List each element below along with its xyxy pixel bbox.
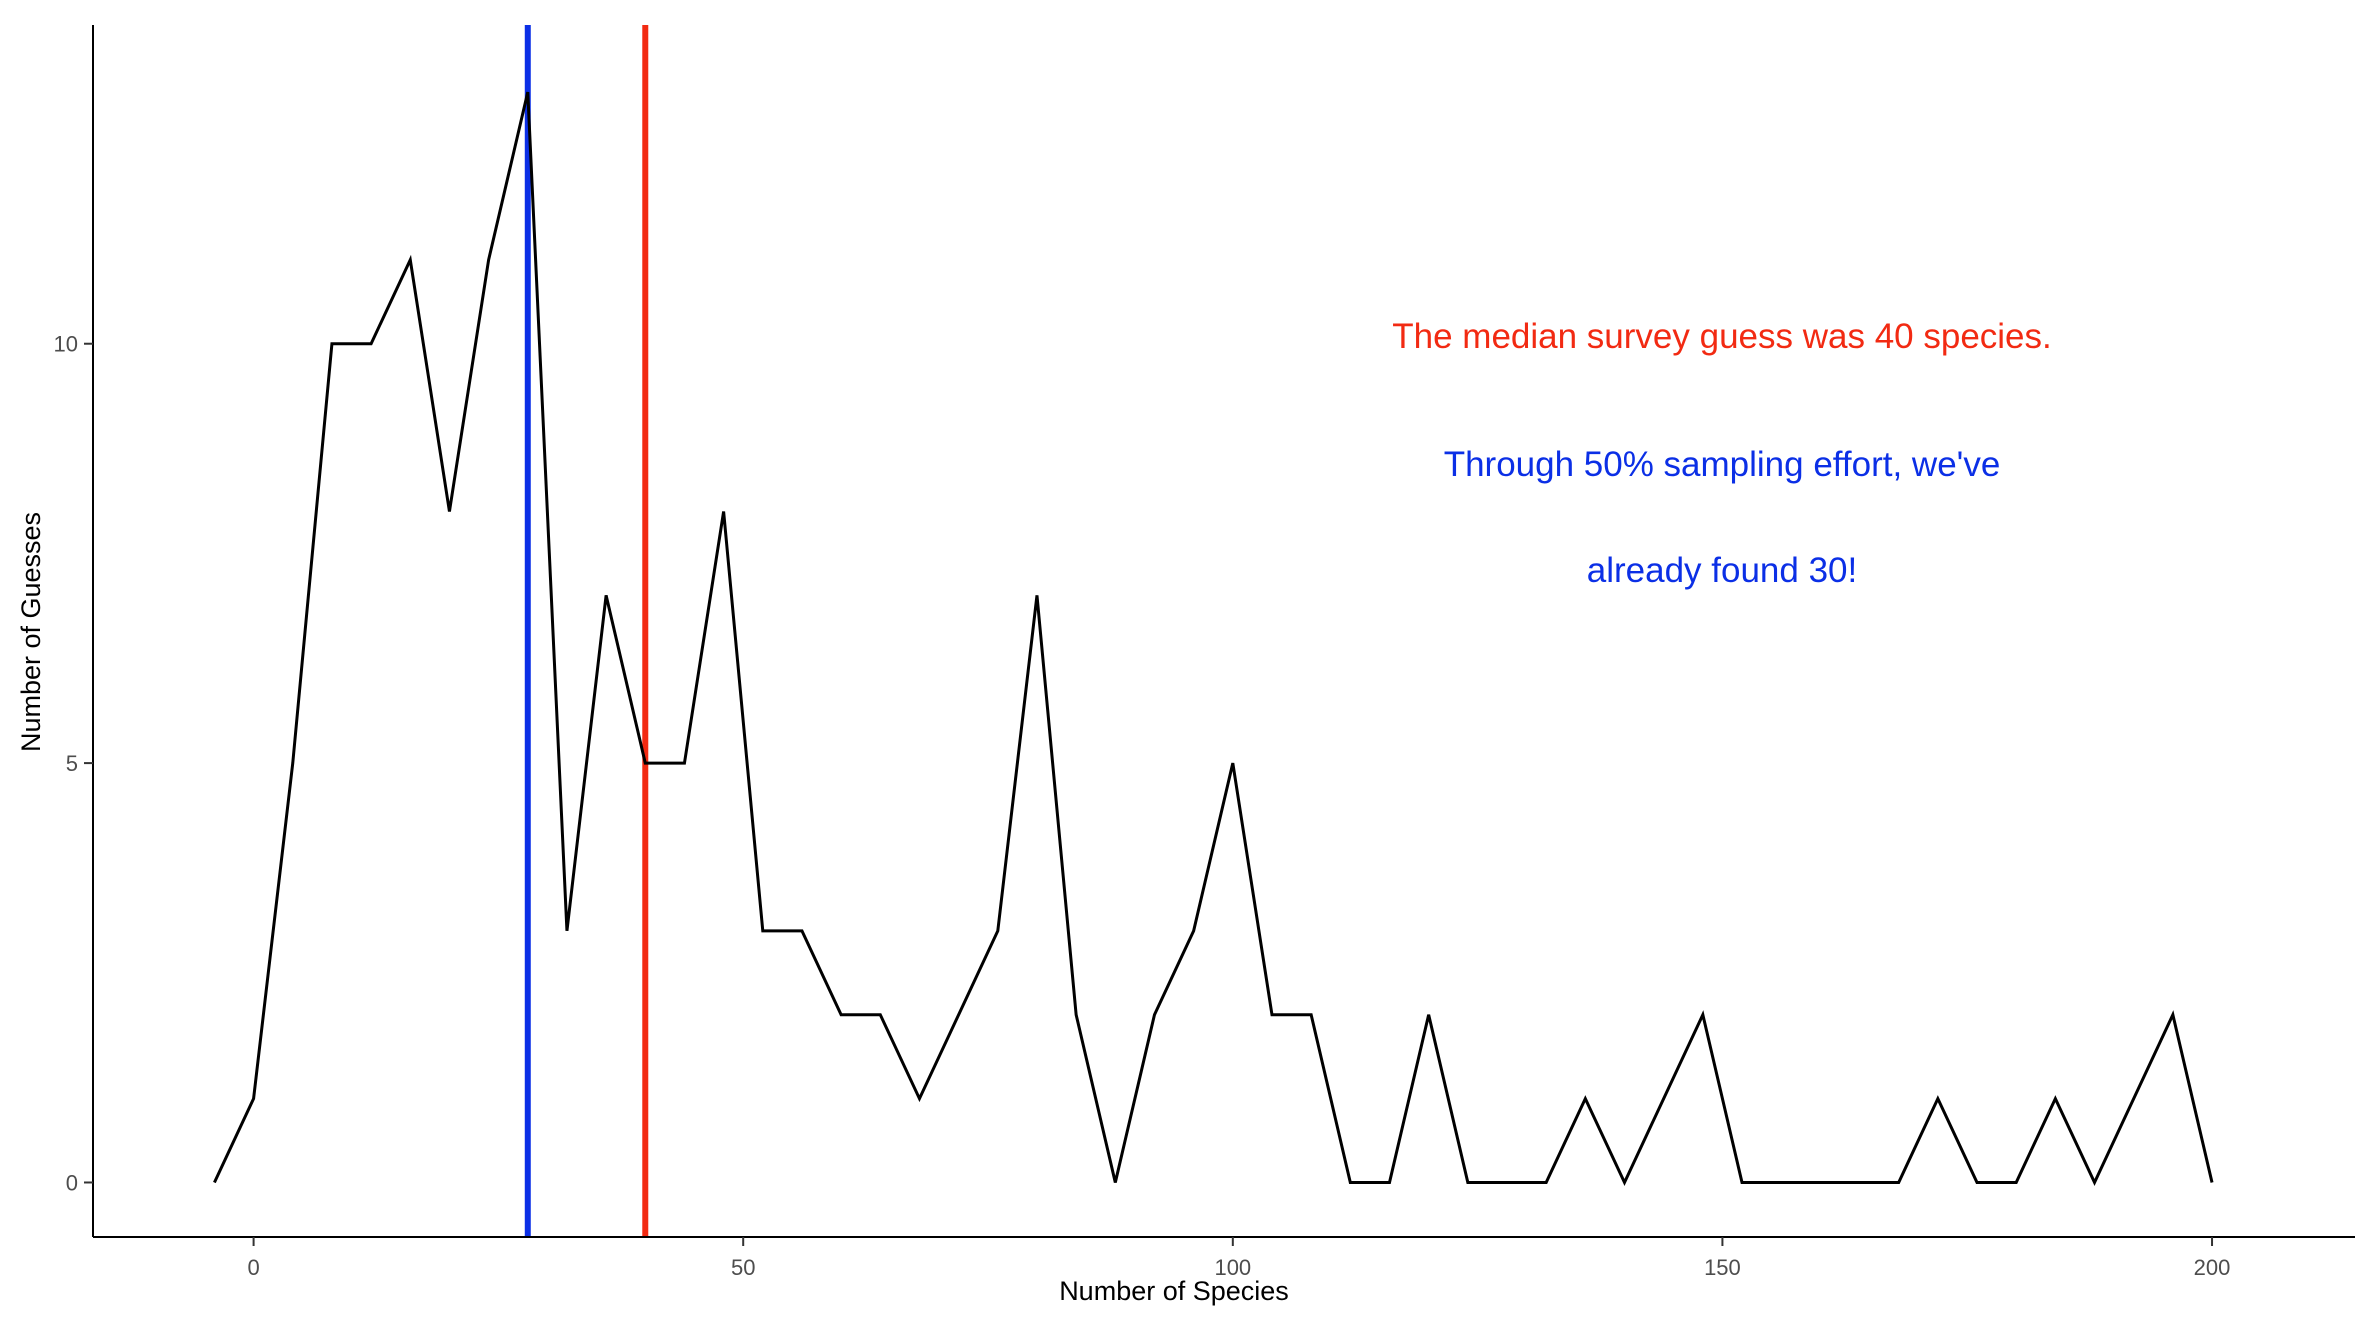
axes xyxy=(92,25,2355,1238)
annotations: The median survey guess was 40 species. T… xyxy=(1392,317,2052,590)
y-ticks: 0 5 10 xyxy=(54,332,93,1195)
annotation-text: already found 30! xyxy=(1587,551,1857,590)
annotation-text: The median survey guess was 40 species. xyxy=(1392,317,2052,356)
x-tick-label: 50 xyxy=(731,1255,755,1280)
y-tick-label: 5 xyxy=(66,751,78,776)
y-tick-label: 0 xyxy=(66,1170,78,1195)
x-tick-label: 200 xyxy=(2194,1255,2231,1280)
annotation-text: Through 50% sampling effort, we've xyxy=(1444,445,2001,484)
x-tick-label: 0 xyxy=(247,1255,259,1280)
x-axis-title: Number of Species xyxy=(1059,1276,1289,1306)
series-line xyxy=(213,91,2214,1187)
y-tick-label: 10 xyxy=(54,332,78,357)
x-tick-label: 100 xyxy=(1214,1255,1251,1280)
x-tick-label: 150 xyxy=(1704,1255,1741,1280)
y-axis-title: Number of Guesses xyxy=(16,512,46,752)
reference-lines xyxy=(524,25,649,1237)
series-layer xyxy=(213,91,2214,1187)
x-ticks: 0 50 100 150 200 xyxy=(247,1237,2230,1280)
